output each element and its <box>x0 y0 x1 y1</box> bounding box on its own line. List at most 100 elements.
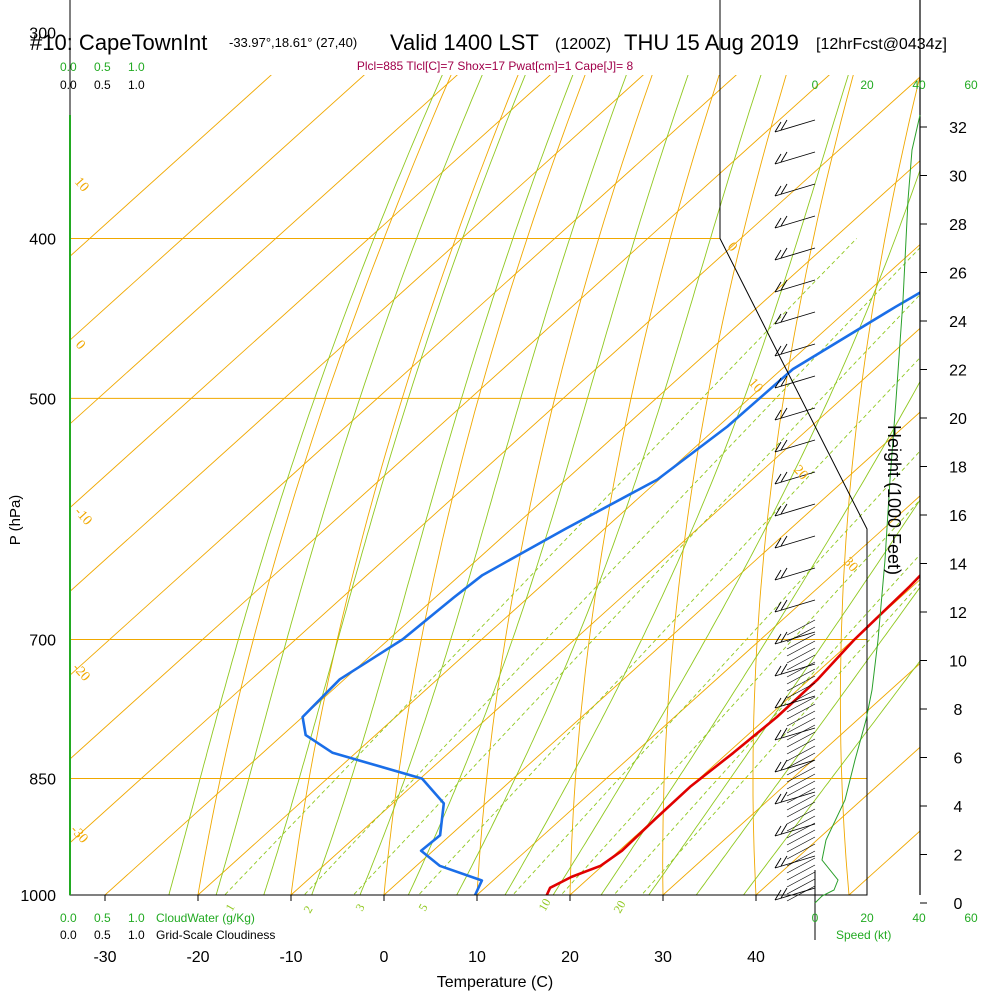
isotherm-line <box>476 495 920 895</box>
isotherm-line <box>70 75 644 593</box>
speed-tick-label-bottom: 20 <box>860 911 874 925</box>
height-tick-label: 30 <box>949 169 967 186</box>
cloudcover-tick-2: 1.0 <box>128 78 145 92</box>
speed-axis-title: Speed (kt) <box>836 928 891 942</box>
mixing-ratio-label: 5 <box>415 901 430 913</box>
isotherm-label: 10 <box>71 175 92 195</box>
height-tick-label: 0 <box>954 896 963 913</box>
cloudcover-tick-0-bottom: 0.0 <box>60 928 77 942</box>
cloud-scale-top: 0.0 0.5 1.0 0.0 0.5 1.0 <box>60 60 145 92</box>
x-tick-label: 20 <box>561 949 579 966</box>
wind-barb <box>774 599 816 613</box>
height-tick-label: 14 <box>949 557 967 574</box>
wind-barb-dense <box>786 752 816 769</box>
wind-barb <box>774 727 816 741</box>
moist-adiabat-line <box>311 75 574 895</box>
wind-barb-dense <box>786 633 816 650</box>
mixing-ratio-label: 10 <box>535 896 553 913</box>
wind-barb-dense <box>786 766 816 783</box>
wind-barb-dense <box>786 689 816 706</box>
wind-barb-dense <box>786 668 816 685</box>
surface-dewpoint-marker <box>481 903 489 911</box>
isotherm-line <box>104 160 920 895</box>
moist-adiabat-line <box>648 499 920 895</box>
pressure-tick-label: 850 <box>29 772 56 789</box>
dry-adiabat-line <box>752 75 854 895</box>
wind-speed-profile <box>814 114 921 904</box>
moist-adiabat-line <box>168 75 443 895</box>
axes: 2503004005007008501000-30-20-10010203040… <box>20 0 978 966</box>
wind-barb-dense <box>786 675 816 692</box>
isotherm-label: 10 <box>745 376 766 396</box>
wind-barb <box>774 183 816 197</box>
mixing-ratio-line <box>613 553 920 895</box>
mixing-ratio-line <box>303 247 920 895</box>
wind-barb-dense <box>786 871 816 888</box>
wind-barb <box>774 695 816 709</box>
cloudwater-label: CloudWater (g/Kg) <box>156 911 255 925</box>
wind-barb-dense <box>786 773 816 790</box>
wind-barb-dense <box>786 829 816 846</box>
cloudwater-tick-2: 1.0 <box>128 60 145 74</box>
x-tick-label: 0 <box>380 949 389 966</box>
pressure-tick-label: 500 <box>29 391 56 408</box>
x-tick-label: 10 <box>468 949 486 966</box>
isotherm-line <box>290 327 920 895</box>
wind-barb-dense <box>786 843 816 860</box>
wind-barb-dense <box>786 878 816 895</box>
isotherm-line <box>70 75 458 425</box>
speed-tick-label-top: 40 <box>912 78 926 92</box>
height-tick-label: 18 <box>949 460 967 477</box>
wind-barb-dense <box>786 815 816 832</box>
isotherm-line <box>70 75 551 509</box>
isotherm-label: 0 <box>724 240 740 255</box>
speed-tick-label-bottom: 40 <box>912 911 926 925</box>
speed-tick-label-bottom: 60 <box>964 911 978 925</box>
moist-adiabat-line <box>695 586 920 895</box>
wind-barb-dense <box>786 626 816 643</box>
dry-adiabat-line <box>662 75 787 895</box>
isotherm-line <box>383 411 920 895</box>
surface-temperature-marker <box>568 903 576 911</box>
pressure-tick-label: 400 <box>29 231 56 248</box>
mixing-ratio-line <box>640 582 920 895</box>
cloudcover-tick-2-bottom: 1.0 <box>128 928 145 942</box>
cloudcover-tick-0: 0.0 <box>60 78 77 92</box>
pressure-tick-label: 700 <box>29 632 56 649</box>
x-tick-label: -30 <box>93 949 116 966</box>
speed-tick-label-top: 60 <box>964 78 978 92</box>
dry-adiabat-line <box>290 75 519 895</box>
height-tick-label: 26 <box>949 266 967 283</box>
valid-date: THU 15 Aug 2019 <box>624 30 799 55</box>
isotherm-line <box>70 75 830 760</box>
x-tick-label: -20 <box>186 949 209 966</box>
isotherm-line <box>197 243 920 895</box>
wind-barb-dense <box>786 703 816 720</box>
moist-adiabat-line <box>359 75 627 895</box>
height-tick-label: 22 <box>949 363 967 380</box>
wind-barb <box>774 439 816 453</box>
wind-barb <box>774 247 816 261</box>
height-tick-label: 12 <box>949 605 967 622</box>
valid-time: Valid 1400 LST <box>390 30 539 55</box>
wind-barb <box>774 503 816 517</box>
background-grid <box>70 75 920 895</box>
height-tick-label: 4 <box>954 799 963 816</box>
wind-barb-dense <box>786 864 816 881</box>
wind-barb-dense <box>786 794 816 811</box>
cloudwater-tick-0: 0.0 <box>60 60 77 74</box>
moist-adiabat-line <box>504 75 849 895</box>
isotherm-line <box>70 76 920 844</box>
pressure-tick-label: 300 <box>29 25 56 42</box>
wind-barb-dense <box>786 710 816 727</box>
wind-barb <box>774 791 816 805</box>
moist-adiabat-line <box>456 75 762 895</box>
wind-barb <box>774 119 816 133</box>
wind-barb <box>774 215 816 229</box>
wind-barbs <box>774 119 816 940</box>
wind-barb-dense <box>786 745 816 762</box>
wind-barb <box>774 311 816 325</box>
x-tick-label: -10 <box>279 949 302 966</box>
wind-barb <box>774 535 816 549</box>
